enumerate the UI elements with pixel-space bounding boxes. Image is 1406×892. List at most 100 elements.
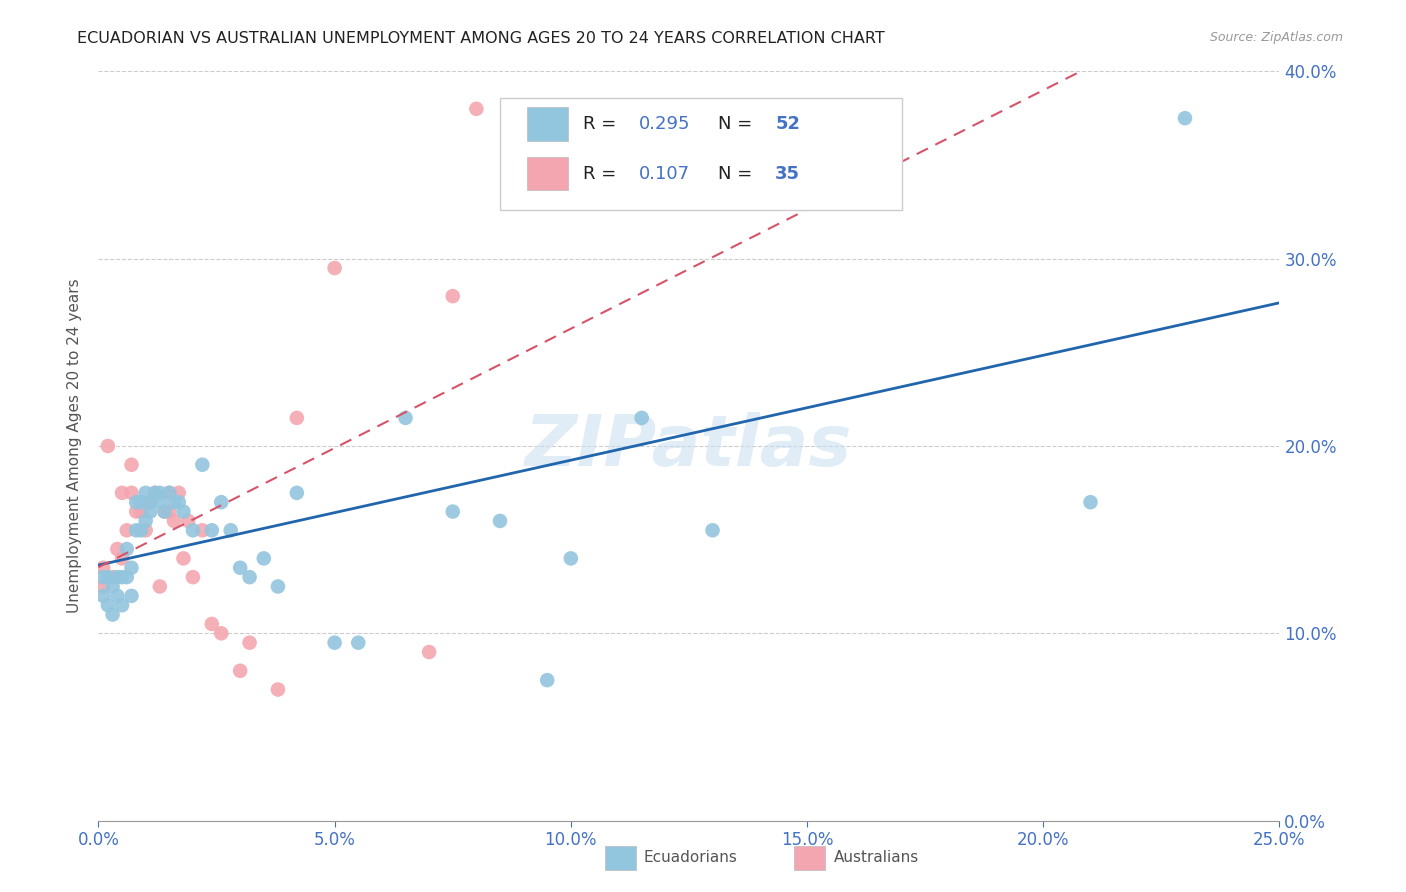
Point — [418, 645, 440, 659]
Point — [167, 495, 190, 509]
Text: N =: N = — [718, 165, 758, 183]
FancyBboxPatch shape — [501, 97, 901, 210]
Point — [239, 635, 262, 649]
Point — [191, 524, 214, 538]
Point — [111, 551, 134, 566]
Point — [115, 542, 138, 557]
Point — [172, 505, 194, 519]
Point — [229, 664, 252, 678]
Point — [91, 589, 114, 603]
Point — [143, 486, 166, 500]
Text: N =: N = — [718, 115, 758, 133]
Point — [111, 599, 134, 613]
Point — [153, 505, 176, 519]
Point — [167, 486, 190, 500]
Point — [105, 570, 128, 584]
Point — [157, 486, 180, 500]
Point — [209, 626, 232, 640]
Point — [91, 570, 114, 584]
Point — [153, 505, 176, 519]
Point — [181, 570, 204, 584]
Point — [111, 486, 134, 500]
Point — [229, 561, 252, 575]
Point — [125, 505, 148, 519]
Point — [177, 514, 200, 528]
Text: 52: 52 — [775, 115, 800, 133]
Text: 35: 35 — [775, 165, 800, 183]
Point — [347, 635, 370, 649]
Point — [285, 411, 308, 425]
Point — [209, 495, 232, 509]
Point — [191, 458, 214, 472]
Point — [1080, 495, 1102, 509]
Text: Australians: Australians — [834, 850, 920, 865]
Text: 0.295: 0.295 — [640, 115, 690, 133]
Point — [135, 514, 157, 528]
Point — [163, 495, 186, 509]
Point — [97, 570, 120, 584]
Text: R =: R = — [582, 115, 621, 133]
Point — [91, 561, 114, 575]
Point — [253, 551, 276, 566]
Point — [441, 505, 464, 519]
Y-axis label: Unemployment Among Ages 20 to 24 years: Unemployment Among Ages 20 to 24 years — [66, 278, 82, 614]
Point — [105, 589, 128, 603]
Bar — [527, 157, 568, 191]
Point — [536, 673, 558, 688]
Point — [139, 505, 162, 519]
Point — [285, 486, 308, 500]
Point — [465, 102, 488, 116]
Text: Ecuadorians: Ecuadorians — [644, 850, 738, 865]
Bar — [527, 107, 568, 141]
Point — [139, 495, 162, 509]
Point — [111, 570, 134, 584]
Point — [394, 411, 416, 425]
Point — [441, 289, 464, 303]
Point — [267, 580, 290, 594]
Text: ECUADORIAN VS AUSTRALIAN UNEMPLOYMENT AMONG AGES 20 TO 24 YEARS CORRELATION CHAR: ECUADORIAN VS AUSTRALIAN UNEMPLOYMENT AM… — [77, 31, 886, 46]
Point — [201, 617, 224, 632]
Point — [97, 599, 120, 613]
Point — [323, 261, 346, 276]
Point — [121, 486, 143, 500]
Text: R =: R = — [582, 165, 621, 183]
Point — [149, 580, 172, 594]
Point — [149, 495, 172, 509]
Point — [101, 570, 124, 584]
Point — [135, 486, 157, 500]
Point — [181, 524, 204, 538]
Point — [135, 524, 157, 538]
Point — [101, 580, 124, 594]
Point — [1174, 112, 1197, 126]
Point — [267, 682, 290, 697]
Point — [163, 514, 186, 528]
Point — [149, 486, 172, 500]
Point — [121, 458, 143, 472]
Point — [121, 589, 143, 603]
Point — [702, 524, 724, 538]
Text: ZIPatlas: ZIPatlas — [526, 411, 852, 481]
Point — [101, 607, 124, 622]
Point — [91, 580, 114, 594]
Point — [239, 570, 262, 584]
Text: Source: ZipAtlas.com: Source: ZipAtlas.com — [1209, 31, 1343, 45]
Point — [866, 177, 889, 191]
Point — [121, 561, 143, 575]
Point — [97, 439, 120, 453]
Point — [115, 524, 138, 538]
Point — [172, 551, 194, 566]
Point — [157, 505, 180, 519]
Point — [157, 486, 180, 500]
Point — [201, 524, 224, 538]
Point — [219, 524, 242, 538]
Point — [143, 486, 166, 500]
Point — [129, 524, 152, 538]
Point — [489, 514, 512, 528]
Point — [125, 495, 148, 509]
Point — [129, 495, 152, 509]
Point — [630, 411, 652, 425]
Point — [105, 542, 128, 557]
Point — [125, 524, 148, 538]
Point — [129, 505, 152, 519]
Point — [139, 495, 162, 509]
